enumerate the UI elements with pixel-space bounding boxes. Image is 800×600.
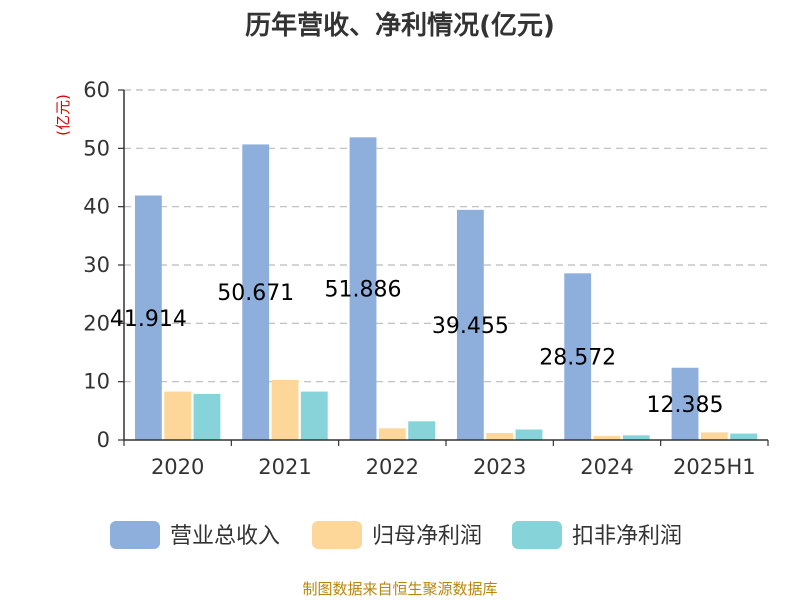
x-tick-label: 2020 [151, 455, 204, 479]
y-tick-label: 10 [83, 370, 110, 394]
bar [408, 421, 436, 440]
y-tick-label: 50 [83, 136, 110, 160]
tick-labels: 0 10 20 30 40 50 60 2020 2021 2022 2023 2024 2025H1 [83, 78, 755, 479]
x-tick-label: 2023 [473, 455, 526, 479]
legend[interactable]: 营业总收入 归母净利润 扣非净利润 [110, 521, 682, 549]
legend-swatch [512, 521, 562, 549]
legend-swatch [110, 521, 160, 549]
bar [193, 393, 221, 440]
axes [123, 90, 769, 446]
legend-label: 扣非净利润 [572, 524, 682, 549]
bar [486, 433, 514, 440]
source-note: 制图数据来自恒生聚源数据库 [302, 580, 497, 598]
chart-title: 历年营收、净利情况(亿元) [245, 10, 555, 41]
y-tick-label: 20 [83, 311, 110, 335]
data-label: 41.914 [110, 307, 187, 332]
x-tick-label: 2022 [366, 455, 419, 479]
data-label: 12.385 [647, 393, 724, 418]
x-tick-label: 2021 [258, 455, 311, 479]
y-tick-label: 0 [97, 428, 110, 452]
y-tick-label: 60 [83, 78, 110, 102]
data-label: 50.671 [217, 281, 294, 306]
bar [456, 209, 484, 440]
bar [300, 391, 328, 440]
bar [593, 435, 621, 440]
grid-lines [118, 89, 768, 441]
bar [349, 137, 377, 440]
x-tick-label: 2024 [580, 455, 633, 479]
bar [671, 367, 699, 440]
bar [564, 273, 592, 440]
bar [378, 428, 406, 440]
data-labels: 41.914 50.671 51.886 39.455 28.572 12.385 [110, 278, 724, 418]
y-axis-label: (亿元) [54, 94, 72, 136]
bar [242, 144, 270, 440]
data-label: 51.886 [325, 278, 402, 303]
bar [700, 432, 728, 440]
bar [271, 379, 299, 440]
bar [515, 429, 543, 440]
bar [622, 435, 650, 440]
bars [134, 137, 758, 440]
legend-label: 归母净利润 [372, 524, 482, 549]
x-tick-label: 2025H1 [673, 455, 756, 479]
legend-swatch [312, 521, 362, 549]
data-label: 39.455 [432, 314, 509, 339]
legend-label: 营业总收入 [170, 524, 280, 549]
bar [730, 433, 758, 440]
bar [134, 195, 162, 440]
data-label: 28.572 [539, 346, 616, 371]
y-tick-label: 30 [83, 253, 110, 277]
bar [164, 391, 192, 440]
y-tick-label: 40 [83, 195, 110, 219]
